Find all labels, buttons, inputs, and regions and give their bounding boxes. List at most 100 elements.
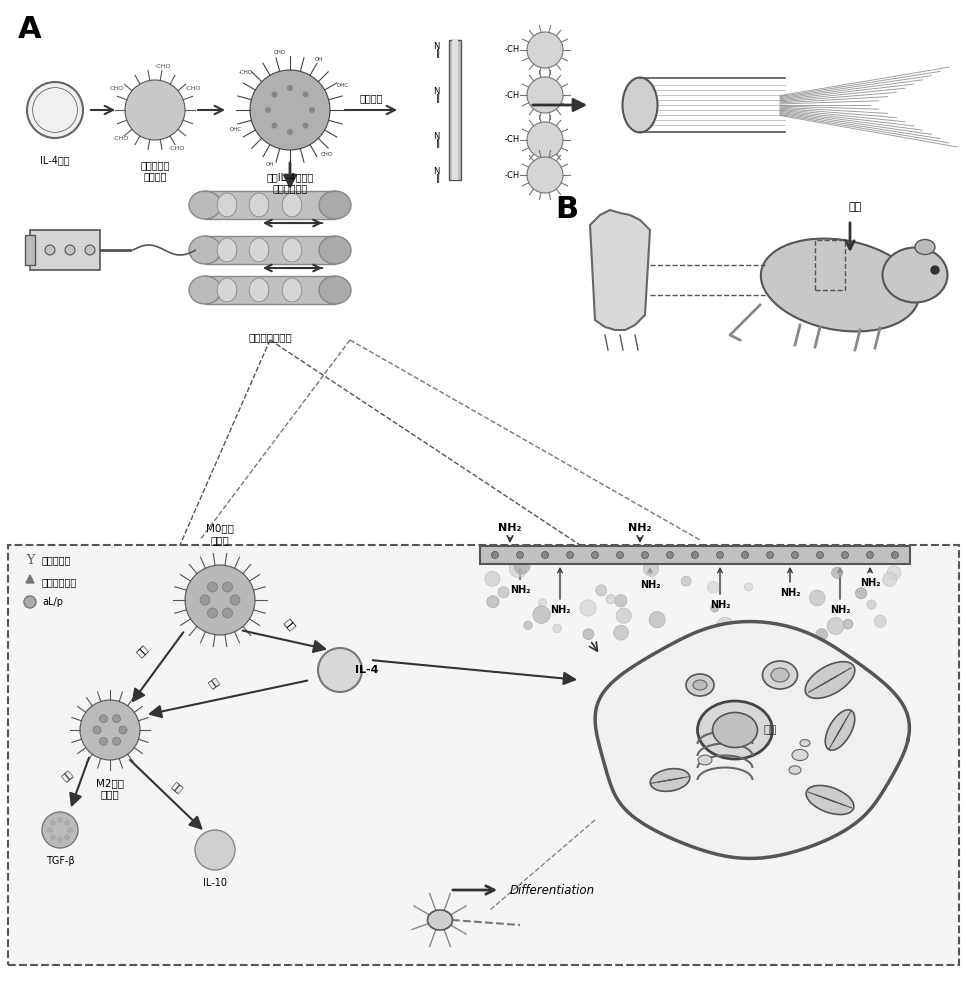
Circle shape xyxy=(222,608,232,618)
Text: M0型巨
噬细胞: M0型巨 噬细胞 xyxy=(206,523,234,545)
Circle shape xyxy=(27,82,83,138)
Circle shape xyxy=(112,737,121,745)
Bar xyxy=(25,235,35,265)
Circle shape xyxy=(711,604,718,612)
Circle shape xyxy=(832,567,843,578)
Circle shape xyxy=(112,715,121,723)
Bar xyxy=(205,191,335,219)
Circle shape xyxy=(691,552,698,558)
Circle shape xyxy=(606,595,616,604)
Ellipse shape xyxy=(763,661,798,689)
Ellipse shape xyxy=(713,712,757,748)
Circle shape xyxy=(498,587,509,598)
Circle shape xyxy=(738,629,751,644)
Circle shape xyxy=(617,552,624,558)
Text: OH: OH xyxy=(266,162,275,167)
FancyBboxPatch shape xyxy=(8,545,959,965)
Ellipse shape xyxy=(189,191,221,219)
Text: TGF-β: TGF-β xyxy=(45,856,74,866)
Ellipse shape xyxy=(249,238,269,262)
Circle shape xyxy=(208,582,218,592)
Circle shape xyxy=(57,837,63,843)
Text: Differentiation: Differentiation xyxy=(510,884,595,896)
Bar xyxy=(480,546,910,564)
Circle shape xyxy=(57,817,63,823)
Ellipse shape xyxy=(800,740,810,746)
Text: 神经生长因子: 神经生长因子 xyxy=(42,577,77,587)
Text: IL-4: IL-4 xyxy=(355,665,378,675)
Text: 分泌: 分泌 xyxy=(208,676,222,690)
Circle shape xyxy=(516,552,523,558)
Ellipse shape xyxy=(623,78,658,132)
Circle shape xyxy=(856,588,866,599)
Text: -CHO: -CHO xyxy=(169,146,186,151)
Text: 细胞膜受体: 细胞膜受体 xyxy=(42,555,72,565)
Circle shape xyxy=(592,552,599,558)
Circle shape xyxy=(666,552,673,558)
Circle shape xyxy=(80,700,140,760)
Text: IL-10: IL-10 xyxy=(203,878,227,888)
Circle shape xyxy=(580,600,596,616)
Circle shape xyxy=(510,560,527,578)
Circle shape xyxy=(641,552,649,558)
Ellipse shape xyxy=(686,674,714,696)
Ellipse shape xyxy=(189,276,221,304)
Circle shape xyxy=(874,615,887,627)
Text: CHO: CHO xyxy=(274,50,286,55)
Ellipse shape xyxy=(249,193,269,217)
Text: aL/p: aL/p xyxy=(42,597,63,607)
Text: NH₂: NH₂ xyxy=(510,585,530,595)
Circle shape xyxy=(265,107,271,113)
Bar xyxy=(815,240,845,290)
Text: NH₂: NH₂ xyxy=(498,523,521,533)
Bar xyxy=(8,5,959,580)
Polygon shape xyxy=(26,575,34,583)
Text: -CHO: -CHO xyxy=(239,70,252,75)
Text: -CH: -CH xyxy=(505,45,520,54)
Text: NH₂: NH₂ xyxy=(629,523,652,533)
Circle shape xyxy=(681,576,691,586)
Text: CHO: CHO xyxy=(110,86,124,91)
Circle shape xyxy=(64,820,70,826)
Circle shape xyxy=(93,726,101,734)
Circle shape xyxy=(649,612,665,628)
Circle shape xyxy=(745,583,752,591)
Circle shape xyxy=(230,595,240,605)
Circle shape xyxy=(816,552,824,558)
Circle shape xyxy=(50,820,56,826)
Ellipse shape xyxy=(218,238,237,262)
Ellipse shape xyxy=(792,749,808,761)
Text: B: B xyxy=(555,195,578,224)
Circle shape xyxy=(816,629,828,640)
Text: IL-4质粒: IL-4质粒 xyxy=(41,155,70,165)
Text: M2型巨
噬细胞: M2型巨 噬细胞 xyxy=(96,778,124,800)
Ellipse shape xyxy=(282,193,302,217)
Text: OHC: OHC xyxy=(337,83,349,88)
Text: 转染: 转染 xyxy=(763,725,777,735)
Ellipse shape xyxy=(771,668,789,682)
Circle shape xyxy=(707,581,718,593)
Circle shape xyxy=(767,552,774,558)
Text: 移植: 移植 xyxy=(848,202,862,212)
Text: N
‖: N ‖ xyxy=(433,167,440,183)
Ellipse shape xyxy=(806,785,854,815)
Circle shape xyxy=(583,629,594,640)
Ellipse shape xyxy=(319,191,351,219)
Circle shape xyxy=(527,32,563,68)
Polygon shape xyxy=(595,622,909,858)
Ellipse shape xyxy=(698,755,712,765)
Circle shape xyxy=(717,617,734,635)
Circle shape xyxy=(792,552,799,558)
Text: Y: Y xyxy=(26,554,34,566)
Text: NH₂: NH₂ xyxy=(860,578,880,588)
Text: NH₂: NH₂ xyxy=(710,600,730,610)
Circle shape xyxy=(185,565,255,635)
Ellipse shape xyxy=(189,236,221,264)
Text: 微溶胶静电纺丝: 微溶胶静电纺丝 xyxy=(249,332,292,342)
Circle shape xyxy=(318,648,362,692)
Ellipse shape xyxy=(761,239,920,331)
Circle shape xyxy=(487,596,499,608)
Text: NH₂: NH₂ xyxy=(830,605,850,615)
Text: -CH: -CH xyxy=(505,135,520,144)
Circle shape xyxy=(887,566,901,580)
